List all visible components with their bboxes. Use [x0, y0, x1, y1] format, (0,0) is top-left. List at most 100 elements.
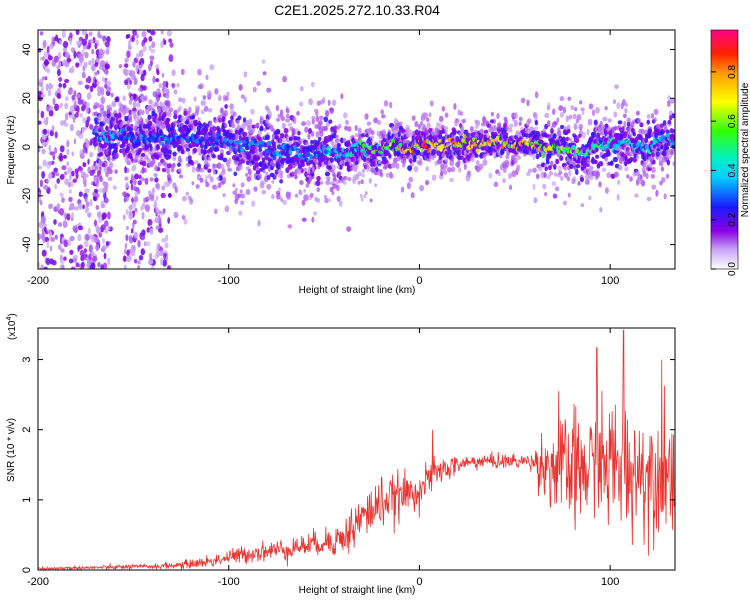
spectrogram-body	[103, 142, 108, 149]
spectrogram-halo	[558, 170, 563, 175]
spectrogram-halo	[214, 185, 218, 190]
noise-blob	[66, 213, 71, 221]
colorbar: 0.00.20.40.60.8 Normalized spectral ampl…	[710, 29, 750, 276]
spectrogram-halo	[340, 93, 344, 100]
spectrogram-body	[191, 141, 197, 148]
spectrogram-halo	[122, 95, 126, 102]
noise-blob	[42, 76, 46, 81]
noise-blob	[150, 30, 156, 36]
spectrogram-halo	[380, 109, 385, 115]
spectrogram-halo	[616, 146, 621, 152]
spectrogram-halo	[336, 171, 342, 176]
noise-blob	[124, 57, 129, 63]
noise-blob	[91, 57, 95, 65]
spectrogram-body	[243, 132, 248, 137]
noise-blob	[90, 39, 94, 44]
spectrogram-y-label: Frequency (Hz)	[6, 116, 17, 185]
noise-blob	[160, 257, 164, 266]
noise-blob	[164, 242, 169, 249]
noise-blob	[85, 33, 89, 40]
spectrogram-halo	[99, 104, 105, 111]
spectrogram-halo	[99, 176, 103, 183]
spectrogram-body	[304, 171, 308, 178]
spectrogram-halo	[105, 149, 109, 155]
spectrogram-body	[147, 120, 153, 127]
spectrogram-halo	[322, 96, 326, 104]
spectrogram-halo	[507, 127, 513, 133]
noise-blob	[64, 102, 68, 110]
noise-blob	[54, 131, 58, 139]
spectrogram-halo	[547, 102, 551, 109]
noise-blob	[161, 167, 167, 173]
spectrogram-halo	[216, 162, 222, 169]
noise-blob	[87, 212, 92, 218]
noise-blob	[67, 167, 73, 174]
spectrogram-body	[159, 129, 163, 134]
noise-blob	[87, 227, 91, 235]
noise-blob	[88, 31, 93, 37]
noise-blob	[126, 249, 130, 256]
spectrogram-halo	[516, 155, 522, 160]
spectrogram-body	[552, 133, 557, 139]
spectrogram-halo	[282, 137, 287, 143]
spectrogram-scatter	[336, 164, 340, 169]
noise-blob	[154, 164, 158, 172]
spectrogram-halo	[279, 109, 284, 117]
spectrogram-body	[316, 140, 321, 145]
spectrogram-halo	[598, 181, 602, 188]
noise-blob	[42, 236, 46, 244]
spectrogram-halo	[308, 176, 313, 183]
noise-blob	[163, 181, 169, 188]
spectrogram-halo	[174, 186, 178, 194]
spectrogram-halo	[303, 194, 308, 201]
spectrogram-halo	[398, 121, 403, 127]
spectrogram-scatter	[357, 180, 361, 185]
noise-blob	[61, 165, 67, 171]
noise-blob	[59, 192, 64, 198]
spectrogram-halo	[227, 163, 230, 169]
colorbar-tick-label: 0.4	[727, 163, 738, 177]
spectrogram-core	[142, 134, 147, 139]
spectrogram-halo	[558, 105, 564, 112]
noise-blob	[148, 252, 153, 260]
noise-blob	[98, 188, 103, 193]
spectrogram-body	[655, 151, 660, 157]
spectrogram-halo	[240, 193, 246, 199]
spectrogram-body	[114, 145, 118, 151]
spectrogram-halo	[250, 108, 255, 115]
noise-blob	[71, 151, 74, 157]
spectrogram-halo	[260, 180, 265, 186]
noise-blob	[90, 235, 96, 243]
spectrogram-halo	[197, 68, 202, 76]
spectrogram-halo	[534, 91, 539, 99]
noise-blob	[137, 180, 142, 186]
spectrogram-body	[138, 147, 143, 153]
spectrogram-body	[578, 133, 582, 138]
spectrogram-halo	[400, 186, 405, 193]
spectrogram-body	[594, 159, 598, 165]
spectrogram-body	[237, 115, 242, 121]
noise-blob	[63, 212, 66, 219]
noise-blob	[51, 125, 55, 132]
spectrogram-halo	[134, 207, 138, 213]
noise-blob	[77, 166, 83, 171]
spectrogram-scatter	[291, 171, 295, 176]
noise-blob	[44, 67, 50, 72]
noise-blob	[100, 264, 104, 269]
spectrogram-halo	[156, 107, 161, 114]
spectrogram-body	[418, 137, 422, 142]
spectrogram-halo	[518, 116, 523, 122]
noise-blob	[165, 93, 170, 99]
spectrogram-halo	[137, 87, 142, 92]
noise-blob	[130, 228, 134, 234]
noise-blob	[168, 38, 173, 43]
noise-blob	[45, 178, 49, 185]
spectrogram-scatter	[360, 197, 364, 202]
noise-blob	[104, 41, 110, 48]
spectrogram-halo	[282, 200, 288, 205]
noise-blob	[93, 71, 99, 76]
spectrogram-halo	[329, 186, 334, 193]
noise-blob	[94, 219, 97, 227]
spectrogram-halo	[543, 172, 547, 179]
spectrogram-halo	[581, 110, 585, 116]
